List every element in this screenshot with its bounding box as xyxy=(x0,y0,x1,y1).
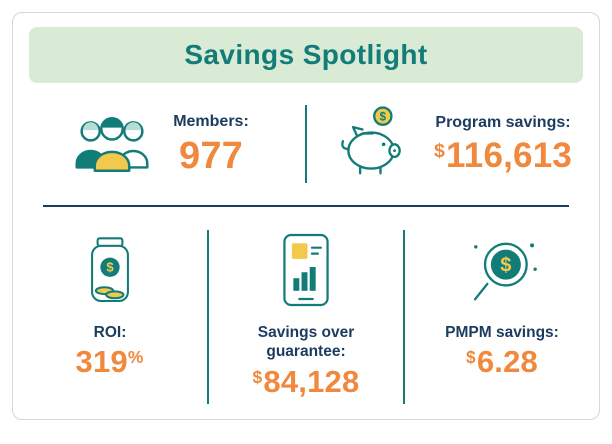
svg-text:$: $ xyxy=(106,260,114,275)
bar-chart-tablet-icon xyxy=(277,221,335,319)
coin-jar-icon: $ xyxy=(79,221,141,319)
vertical-divider xyxy=(403,230,405,404)
stat-number: 116,613 xyxy=(446,136,573,176)
stat-value: 977 xyxy=(178,134,243,177)
stat-value: $6.28 xyxy=(466,346,538,379)
members-icon xyxy=(69,110,155,179)
page-title: Savings Spotlight xyxy=(184,39,428,70)
stat-savings-over-guarantee: Savings over guarantee: $84,128 xyxy=(209,219,403,415)
svg-text:$: $ xyxy=(500,255,511,277)
vertical-divider xyxy=(305,105,307,183)
svg-text:$: $ xyxy=(379,110,386,123)
magnifier-dollar-icon: $ xyxy=(465,221,539,319)
stat-label: Program savings: xyxy=(435,114,571,132)
stat-roi: $ ROI: 319% xyxy=(13,219,207,415)
horizontal-divider xyxy=(43,205,569,207)
stat-members: Members: 977 xyxy=(13,110,305,179)
stat-number: 6.28 xyxy=(476,344,538,380)
percent-suffix: % xyxy=(127,347,144,368)
vertical-divider xyxy=(207,230,209,404)
stat-value: $116,613 xyxy=(433,136,573,176)
stat-label: Members: xyxy=(173,112,249,130)
stat-number: 84,128 xyxy=(263,363,360,399)
stat-value: $84,128 xyxy=(252,363,360,399)
savings-spotlight-card: Savings Spotlight Members: 977 xyxy=(12,12,600,420)
stat-value: 319% xyxy=(76,346,145,379)
currency-prefix: $ xyxy=(252,366,263,387)
stat-text: Members: 977 xyxy=(173,112,249,177)
stat-pmpm-savings: $ PMPM savings: $6.28 xyxy=(405,219,599,415)
top-stats-row: Members: 977 $ xyxy=(13,83,599,205)
stat-program-savings: $ Program savings: $116,613 xyxy=(307,105,599,183)
stat-label: Savings over guarantee: xyxy=(257,324,355,361)
stat-label: ROI: xyxy=(93,324,127,341)
stat-label: PMPM savings: xyxy=(445,324,559,341)
piggy-bank-icon: $ xyxy=(334,105,416,183)
stat-number: 977 xyxy=(178,134,243,177)
stat-number: 319 xyxy=(75,344,128,380)
header-banner: Savings Spotlight xyxy=(29,27,583,83)
bottom-stats-row: $ ROI: 319% Savings over guarantee: xyxy=(13,207,599,419)
currency-prefix: $ xyxy=(466,347,476,368)
stat-text: Program savings: $116,613 xyxy=(434,113,572,175)
currency-prefix: $ xyxy=(433,139,446,162)
